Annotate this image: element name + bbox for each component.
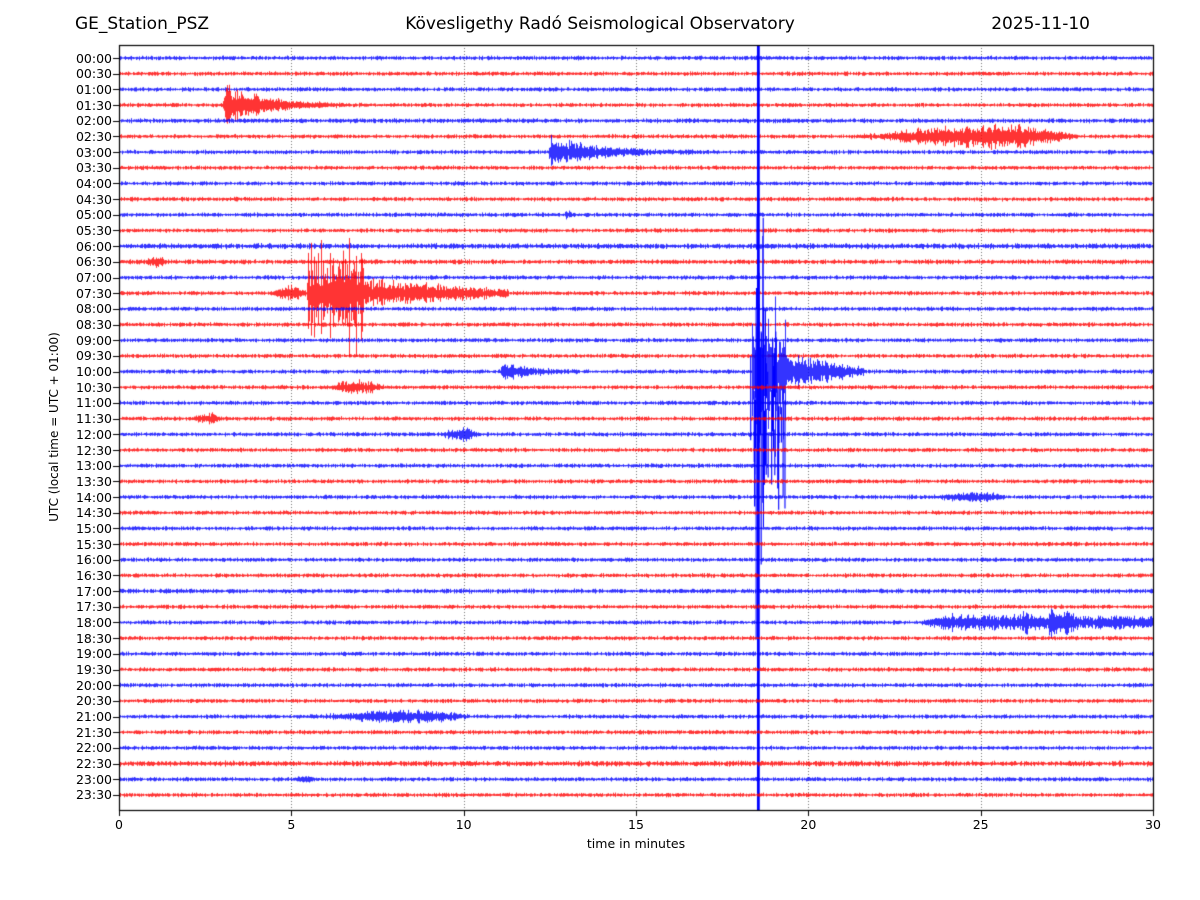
y-tick-label: 00:30 [75, 66, 112, 82]
y-tick-label: 10:00 [75, 364, 112, 380]
y-tick-label: 06:30 [75, 254, 112, 270]
x-tick-label: 20 [800, 817, 817, 832]
y-tick-label: 20:00 [75, 677, 112, 693]
y-tick-label: 02:00 [75, 113, 112, 129]
y-tick-label: 21:30 [75, 724, 112, 740]
y-tick-label: 19:00 [75, 646, 112, 662]
y-tick-label: 12:30 [75, 442, 112, 458]
y-tick-label: 16:00 [75, 552, 112, 568]
y-tick-label: 02:30 [75, 128, 112, 144]
x-axis-title: time in minutes [586, 836, 686, 851]
y-tick-label: 18:30 [75, 630, 112, 646]
y-tick-label: 22:30 [75, 756, 112, 772]
x-tick-label: 25 [972, 817, 989, 832]
y-tick-label: 21:00 [75, 709, 112, 725]
y-tick-label: 12:00 [75, 426, 112, 442]
y-tick-label: 10:30 [75, 379, 112, 395]
date-label: 2025-11-10 [991, 14, 1090, 34]
y-tick-label: 08:30 [75, 317, 112, 333]
y-tick-label: 05:00 [75, 207, 112, 223]
y-tick-label: 09:00 [75, 332, 112, 348]
y-tick-label: 15:00 [75, 520, 112, 536]
y-tick-label: 22:00 [75, 740, 112, 756]
y-tick-label: 01:00 [75, 81, 112, 97]
y-tick-label: 17:30 [75, 599, 112, 615]
y-tick-label: 16:30 [75, 567, 112, 583]
y-tick-label: 15:30 [75, 536, 112, 552]
y-tick-label: 17:00 [75, 583, 112, 599]
y-tick-label: 14:00 [75, 489, 112, 505]
y-tick-label: 08:00 [75, 301, 112, 317]
y-tick-label: 13:00 [75, 458, 112, 474]
x-tick-label: 10 [455, 817, 472, 832]
station-title: GE_Station_PSZ [75, 14, 210, 34]
x-tick-label: 15 [628, 817, 644, 832]
y-tick-label: 06:00 [75, 238, 112, 254]
y-tick-label: 14:30 [75, 505, 112, 521]
y-tick-label: 18:00 [75, 614, 112, 630]
y-tick-label: 07:30 [75, 285, 112, 301]
y-tick-label: 03:30 [75, 160, 112, 176]
y-tick-label: 03:00 [75, 144, 112, 160]
y-tick-label: 20:30 [75, 693, 112, 709]
y-tick-label: 13:30 [75, 473, 112, 489]
y-tick-label: 23:30 [75, 787, 112, 803]
y-tick-label: 04:00 [75, 175, 112, 191]
x-tick-label: 0 [115, 817, 123, 832]
y-tick-label: 23:00 [75, 771, 112, 787]
observatory-title: Kövesligethy Radó Seismological Observat… [405, 14, 795, 34]
y-tick-label: 04:30 [75, 191, 112, 207]
y-tick-label: 19:30 [75, 662, 112, 678]
x-tick-label: 5 [287, 817, 296, 832]
y-tick-label: 11:00 [75, 395, 112, 411]
x-tick-label: 30 [1145, 817, 1161, 832]
y-tick-label: 07:00 [75, 270, 112, 286]
y-tick-label: 00:00 [75, 50, 112, 66]
y-tick-label: 11:30 [75, 411, 112, 427]
y-tick-label: 09:30 [75, 348, 112, 364]
y-tick-label: 05:30 [75, 222, 112, 238]
y-tick-label: 01:30 [75, 97, 112, 113]
